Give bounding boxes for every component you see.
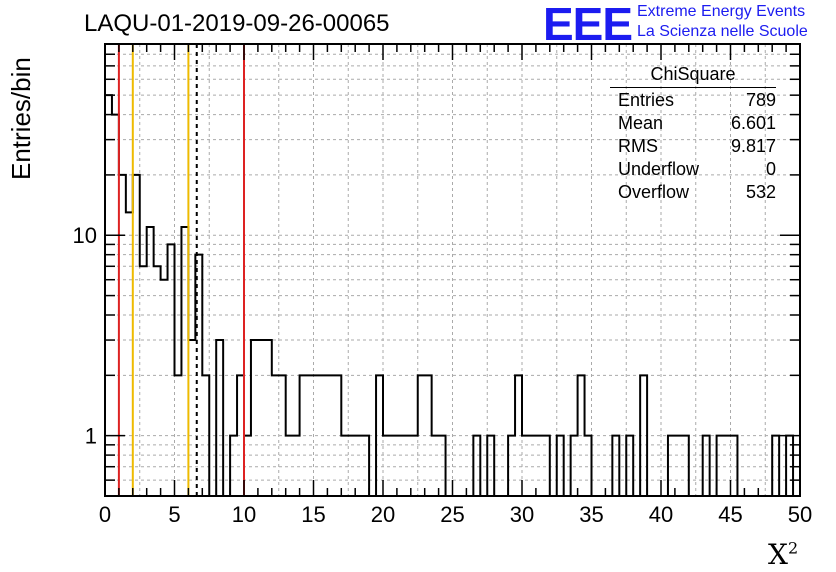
stats-row: Mean 6.601 <box>610 112 776 135</box>
axis-ticks <box>104 44 801 496</box>
stats-value: 532 <box>745 182 776 202</box>
stats-row: Overflow 532 <box>610 181 776 204</box>
x-tick-label: 0 <box>99 502 111 527</box>
logo-line-2: La Scienza nelle Scuole <box>637 23 808 40</box>
stats-value: 6.601 <box>730 113 776 133</box>
stats-title: ChiSquare <box>610 64 776 88</box>
y-tick-labels: 1 10 <box>73 223 97 448</box>
x-tick-label: 25 <box>440 502 464 527</box>
stats-row: Entries 789 <box>610 89 776 112</box>
x-tick-labels: 0 5 10 15 20 25 30 35 40 45 50 <box>99 502 812 527</box>
reference-lines <box>117 44 245 496</box>
x-tick-label: 30 <box>510 502 534 527</box>
stats-box: ChiSquare Entries 789 Mean 6.601 RMS 9.817 … <box>610 64 776 204</box>
y-axis-label: Entries/bin <box>6 57 36 180</box>
x-tick-label: 10 <box>232 502 256 527</box>
x-tick-label: 50 <box>788 502 812 527</box>
stats-label: Entries <box>618 90 675 110</box>
y-tick-label: 1 <box>85 424 97 449</box>
stats-label: Mean <box>618 113 664 133</box>
stats-label: Underflow <box>618 159 700 179</box>
stats-label: Overflow <box>618 182 690 202</box>
x-axis-label-superscript: 2 <box>787 538 799 558</box>
x-tick-label: 45 <box>718 502 742 527</box>
stats-value: 0 <box>765 159 776 179</box>
x-tick-label: 20 <box>371 502 395 527</box>
stats-row: Underflow 0 <box>610 158 776 181</box>
x-tick-label: 15 <box>301 502 325 527</box>
x-tick-label: 35 <box>579 502 603 527</box>
stats-value: 789 <box>745 90 776 110</box>
y-tick-label: 10 <box>73 223 97 248</box>
logo-line-1: Extreme Energy Events <box>637 3 806 20</box>
run-title: LAQU-01-2019-09-26-00065 <box>84 10 390 37</box>
stats-label: RMS <box>618 136 658 156</box>
eee-logo: EEE <box>543 0 633 50</box>
x-axis-label: X2 <box>768 538 798 571</box>
x-axis-label-base: X <box>768 538 788 571</box>
x-tick-label: 40 <box>649 502 673 527</box>
stats-row: RMS 9.817 <box>610 135 776 158</box>
stats-value: 9.817 <box>730 136 776 156</box>
x-tick-label: 5 <box>168 502 180 527</box>
